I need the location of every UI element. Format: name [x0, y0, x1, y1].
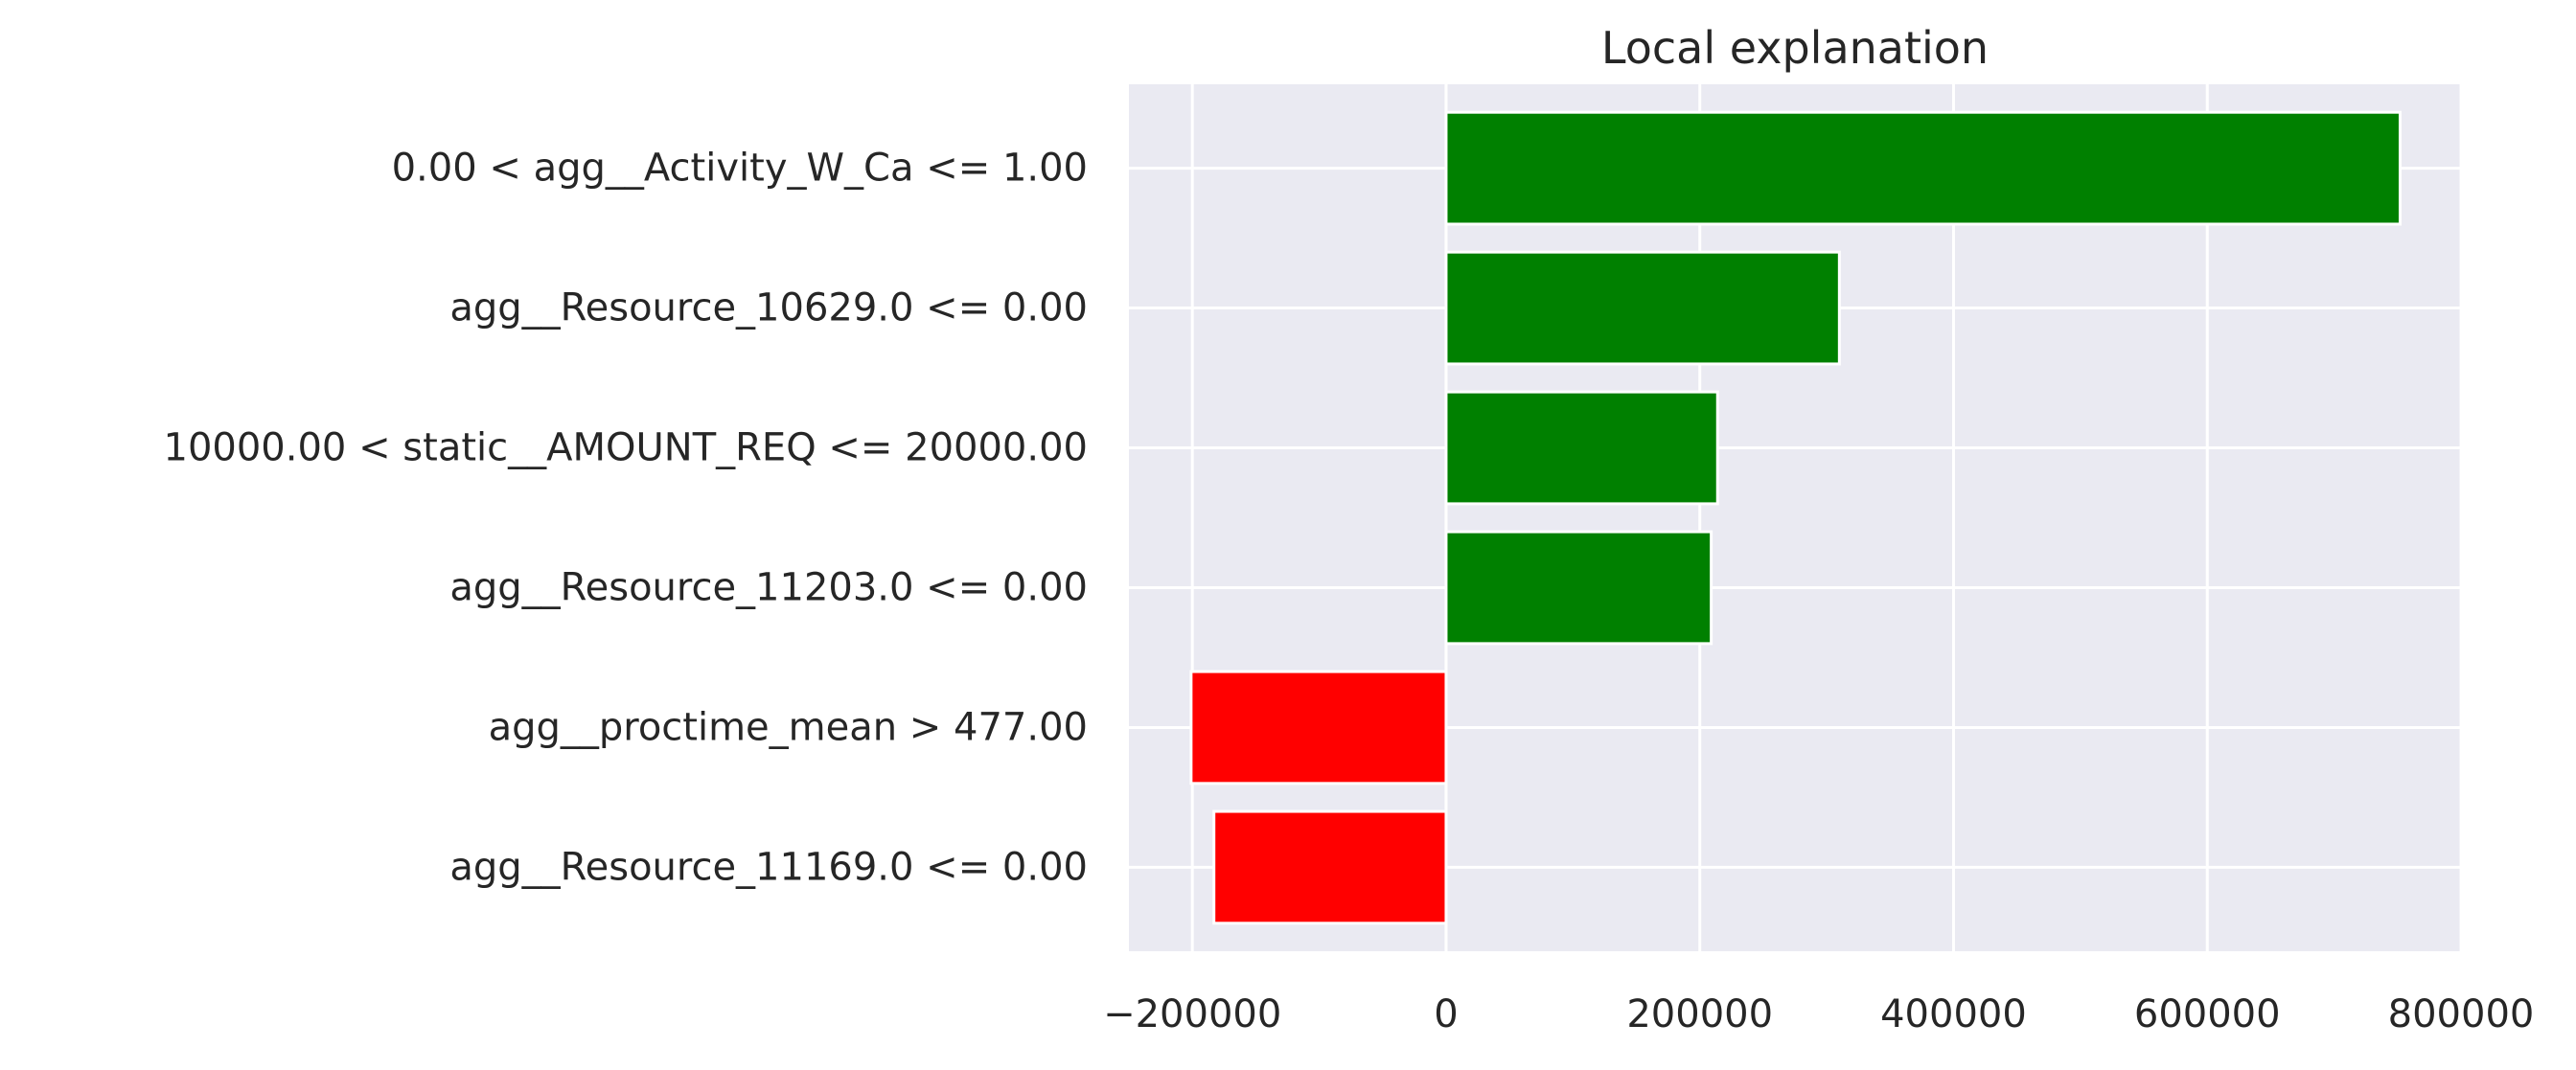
- grid-lines: [1129, 84, 2463, 951]
- y-tick-label: agg__Resource_11169.0 <= 0.00: [449, 845, 1088, 889]
- bars: [1189, 110, 2402, 925]
- bar: [1212, 809, 1448, 925]
- x-tick-labels: −200000 0 200000 400000 600000 800000: [1103, 992, 2534, 1036]
- x-tick-label: 600000: [2134, 992, 2281, 1036]
- y-tick-label: agg__Resource_10629.0 <= 0.00: [449, 286, 1088, 330]
- bar: [1444, 530, 1714, 646]
- x-tick-label: 200000: [1626, 992, 1773, 1036]
- x-tick-label: 400000: [1880, 992, 2027, 1036]
- x-tick-label: 0: [1434, 992, 1458, 1036]
- y-tick-label: 10000.00 < static__AMOUNT_REQ <= 20000.0…: [164, 426, 1089, 470]
- x-tick-label: 800000: [2388, 992, 2535, 1036]
- y-tick-label: agg__Resource_11203.0 <= 0.00: [449, 565, 1088, 609]
- plot-area: [1129, 84, 2461, 951]
- bar: [1444, 250, 1841, 366]
- bar: [1444, 110, 2402, 226]
- chart-title: Local explanation: [1601, 22, 1989, 74]
- x-tick-label: −200000: [1103, 992, 1281, 1036]
- y-tick-label: 0.00 < agg__Activity_W_Ca <= 1.00: [392, 147, 1088, 191]
- bar: [1444, 390, 1719, 506]
- y-tick-label: agg__proctime_mean > 477.00: [489, 705, 1088, 749]
- y-tick-labels: 0.00 < agg__Activity_W_Ca <= 1.00 agg__Re…: [164, 147, 1089, 890]
- bar: [1189, 670, 1448, 785]
